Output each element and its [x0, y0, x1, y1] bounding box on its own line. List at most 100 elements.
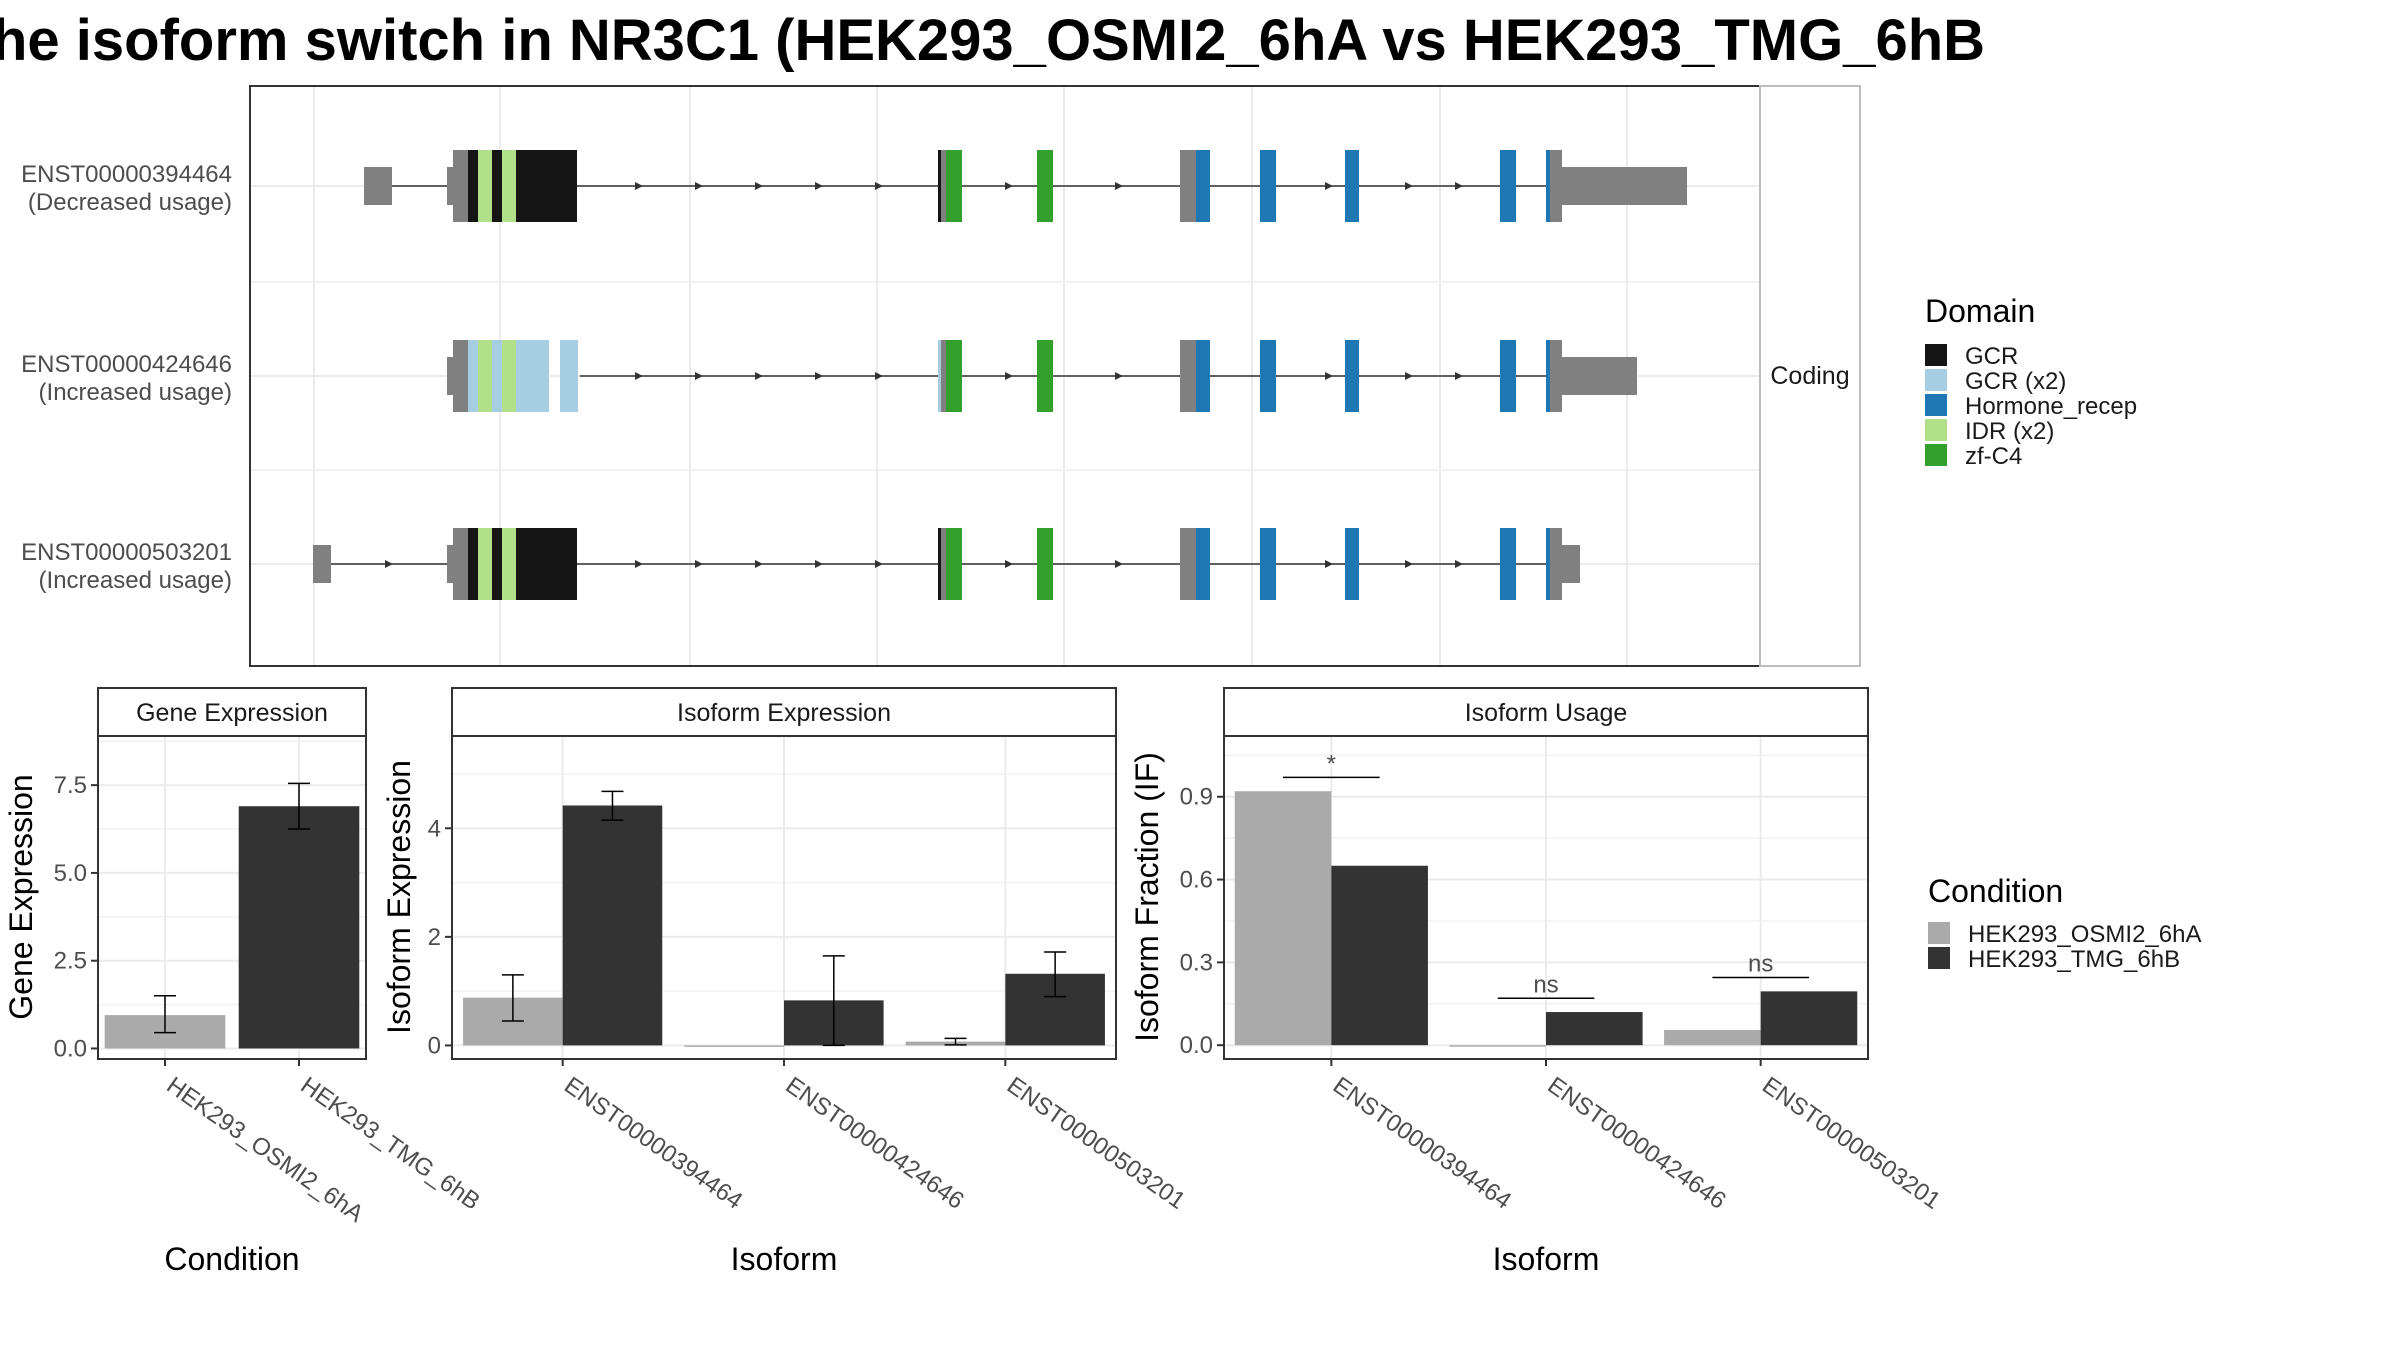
domain-gcr	[516, 150, 577, 222]
y-tick-label: 7.5	[54, 772, 87, 799]
bar-hek293-tmg-6hb-enst00000394464	[562, 805, 663, 1046]
domain-gcr	[516, 528, 577, 600]
direction-arrow	[635, 560, 643, 568]
significance-label: ns	[1533, 971, 1558, 998]
x-tick-label: ENST00000394464	[1328, 1072, 1516, 1215]
domain-hormone-recep	[1500, 340, 1516, 412]
direction-arrow	[1005, 182, 1013, 190]
isoform-usage-x-ticks: ENST00000394464 ENST00000424646 ENST000005…	[1328, 1059, 1945, 1215]
direction-arrow	[875, 560, 883, 568]
significance-label: ns	[1748, 951, 1773, 978]
y-tick-label: 2.5	[54, 948, 87, 975]
transcript-tracks	[313, 150, 1687, 600]
figure-title: he isoform switch in NR3C1 (HEK293_OSMI2…	[0, 8, 1985, 73]
isoform-usage-panel: Isoform Usage * ns ns 0.0 0.3 0.6 0.9 ENST000…	[1129, 687, 1945, 1277]
exon-utr	[447, 167, 453, 205]
direction-arrow	[815, 560, 823, 568]
bar-hek293-tmg-6hb	[238, 806, 360, 1049]
domain-gcr-x2	[468, 340, 478, 412]
isoform-label-3: ENST00000503201	[21, 539, 232, 566]
domain-gcr	[492, 528, 502, 600]
domain-idr-x2	[478, 150, 492, 222]
isoform-expression-strip-label: Isoform Expression	[677, 699, 891, 727]
exon-utr	[313, 545, 331, 583]
domain-gcr-x2	[516, 340, 526, 412]
direction-arrow	[755, 560, 763, 568]
isoform-usage-bars: * ns ns	[1234, 750, 1858, 1047]
domain-hormone-recep	[1546, 150, 1550, 222]
bar-hek293-osmi2-6ha-enst00000503201	[1664, 1030, 1761, 1046]
isoform-usage-y-title: Isoform Fraction (IF)	[1129, 752, 1165, 1042]
domain-gcr	[938, 150, 941, 222]
exon-utr	[1550, 340, 1562, 412]
x-tick-label: ENST00000394464	[559, 1072, 747, 1215]
y-tick-label: 0.0	[54, 1035, 87, 1062]
domain-hormone-recep	[1345, 150, 1359, 222]
legend-label-hormone-recep: Hormone_recep	[1965, 393, 2137, 420]
gene-expression-x-title: Condition	[164, 1241, 299, 1277]
exon-utr	[941, 340, 946, 412]
x-tick-label: ENST00000424646	[781, 1072, 969, 1215]
domain-hormone-recep	[1196, 150, 1210, 222]
direction-arrow	[875, 182, 883, 190]
legend-label-gcr-x2: GCR (x2)	[1965, 368, 2066, 395]
y-tick-label: 0.0	[1180, 1032, 1213, 1059]
condition-legend: Condition HEK293_OSMI2_6hA HEK293_TMG_6h…	[1928, 873, 2201, 973]
direction-arrow	[1405, 372, 1413, 380]
isoform-labels: ENST00000394464 (Decreased usage) ENST00…	[21, 161, 232, 594]
domain-gcr	[492, 150, 502, 222]
domain-hormone-recep	[1260, 150, 1276, 222]
domain-idr-x2	[502, 150, 516, 222]
direction-arrow	[1405, 182, 1413, 190]
gene-expression-strip-label: Gene Expression	[136, 699, 328, 727]
bar-hek293-osmi2-6ha-enst00000424646	[684, 1045, 784, 1047]
direction-arrow	[1405, 560, 1413, 568]
direction-arrow	[695, 372, 703, 380]
exon-utr	[1562, 167, 1687, 205]
legend-key-idr-x2	[1925, 419, 1947, 441]
exon-utr	[364, 167, 392, 205]
direction-arrow	[1005, 372, 1013, 380]
bar-hek293-osmi2-6ha-enst00000424646	[1449, 1045, 1546, 1047]
direction-arrow	[1115, 182, 1123, 190]
isoform-usage-x-title: Isoform	[1493, 1241, 1600, 1277]
structure-panel: ENST00000394464 (Decreased usage) ENST00…	[21, 85, 1861, 667]
direction-arrow	[815, 372, 823, 380]
direction-arrow	[695, 182, 703, 190]
facet-strip-label: Coding	[1770, 362, 1849, 390]
y-tick-label: 4	[428, 815, 441, 842]
direction-arrow	[1115, 372, 1123, 380]
isoform-expression-x-ticks: ENST00000394464 ENST00000424646 ENST000005…	[559, 1059, 1190, 1215]
y-tick-label: 0.3	[1180, 949, 1213, 976]
domain-legend-title: Domain	[1925, 293, 2035, 329]
domain-hormone-recep	[1196, 340, 1210, 412]
legend-key-zf-c4	[1925, 444, 1947, 466]
direction-arrow	[635, 372, 643, 380]
legend-key-gcr-x2	[1925, 369, 1947, 391]
gene-expression-y-title: Gene Expression	[3, 774, 39, 1019]
domain-gcr-x2	[560, 340, 578, 412]
domain-gcr	[468, 150, 478, 222]
legend-key-gcr	[1925, 344, 1947, 366]
exon-utr	[1180, 528, 1196, 600]
domain-zf-c4	[946, 528, 962, 600]
domain-gcr-x2	[526, 340, 549, 412]
exon-utr	[1180, 340, 1196, 412]
domain-hormone-recep	[1500, 528, 1516, 600]
exon-utr	[453, 528, 458, 600]
direction-arrow	[755, 182, 763, 190]
direction-arrow	[1455, 372, 1463, 380]
domain-hormone-recep	[1500, 150, 1516, 222]
exon-utr	[447, 357, 453, 395]
y-tick-label: 0.9	[1180, 784, 1213, 811]
domain-hormone-recep	[1546, 528, 1550, 600]
direction-arrow	[635, 182, 643, 190]
direction-arrow	[755, 372, 763, 380]
legend-key-condition-b	[1928, 947, 1950, 969]
domain-zf-c4	[946, 340, 962, 412]
legend-label-condition-a: HEK293_OSMI2_6hA	[1968, 921, 2201, 948]
domain-zf-c4	[1037, 150, 1053, 222]
bar-hek293-tmg-6hb-enst00000394464	[1331, 865, 1428, 1046]
